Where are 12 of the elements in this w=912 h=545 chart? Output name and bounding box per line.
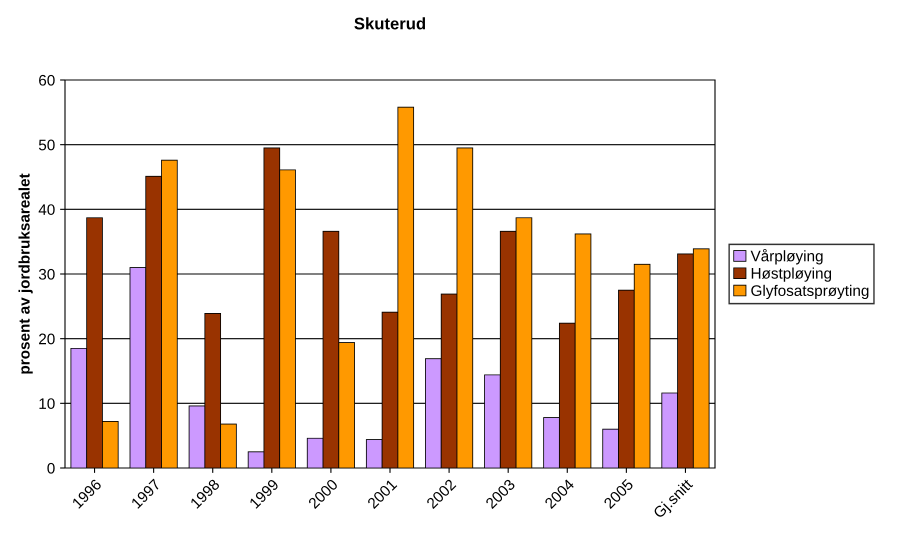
legend-label: Glyfosatsprøyting [751, 284, 868, 300]
legend-label: Høstpløying [752, 268, 832, 282]
y-tick-label: 30 [38, 268, 55, 280]
y-tick-label: 40 [38, 204, 55, 216]
y-axis-title: prosent av jordbruksarealet [18, 174, 33, 374]
chart-title: Skuterud [354, 17, 426, 30]
y-tick-label: 60 [39, 74, 55, 86]
y-tick-label: 10 [39, 398, 55, 410]
y-tick-label: 20 [39, 334, 55, 344]
legend-label: Vårpløying [750, 248, 823, 264]
y-tick-label: 0 [47, 462, 55, 474]
y-tick-label: 50 [38, 140, 55, 150]
